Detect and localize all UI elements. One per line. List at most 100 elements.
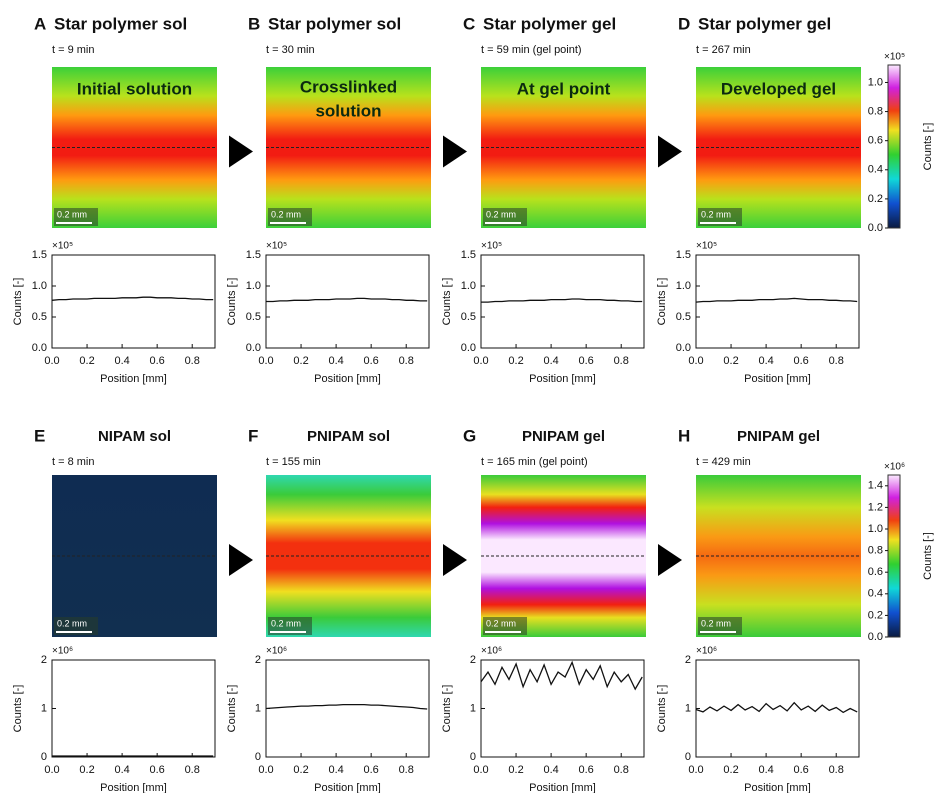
time-label: t = 8 min [52, 456, 95, 468]
y-tick-label: 0 [41, 751, 47, 763]
x-tick-label: 0.6 [150, 764, 165, 776]
y-multiplier: ×10⁶ [481, 646, 502, 657]
x-tick-label: 0.0 [44, 355, 59, 367]
colorbar-multiplier: ×10⁵ [884, 52, 905, 63]
image-label: solution [315, 101, 381, 120]
y-multiplier: ×10⁶ [266, 646, 287, 657]
scale-bar-label: 0.2 mm [57, 618, 87, 628]
colorbar-tick-label: 0.2 [868, 609, 883, 621]
x-axis-label: Position [mm] [100, 782, 167, 793]
panel-title: PNIPAM gel [522, 428, 605, 445]
panel-letter: B [248, 14, 260, 33]
plot-frame [265, 659, 430, 758]
scale-bar-label: 0.2 mm [57, 209, 87, 219]
y-tick-label: 1.0 [32, 280, 47, 292]
x-tick-label: 0.8 [399, 764, 414, 776]
y-axis-label: Counts [-] [656, 278, 668, 326]
arrow [658, 135, 682, 168]
y-tick-label: 1 [41, 702, 47, 714]
x-tick-label: 0.8 [185, 764, 200, 776]
time-label: t = 30 min [266, 44, 315, 56]
colorbar-tick-label: 0.4 [868, 164, 883, 176]
profile-curve [695, 297, 858, 303]
colorbar-tick-label: 0.0 [868, 222, 883, 234]
x-axis-label: Position [mm] [314, 373, 381, 385]
panel-title: PNIPAM sol [307, 428, 390, 445]
y-axis-label: Counts [-] [441, 685, 453, 733]
colorbar-tick-label: 0.8 [868, 545, 883, 557]
colorbar [887, 474, 901, 638]
image-label: At gel point [517, 79, 611, 98]
time-label: t = 155 min [266, 456, 321, 468]
x-tick-label: 0.4 [114, 764, 129, 776]
colorbar-tick-label: 1.0 [868, 76, 883, 88]
x-tick-label: 0.8 [829, 355, 844, 367]
y-tick-label: 2 [41, 654, 47, 666]
profile-curve [51, 296, 214, 301]
scale-bar-bg [483, 617, 527, 635]
x-tick-label: 0.8 [829, 764, 844, 776]
y-tick-label: 2 [470, 654, 476, 666]
colorbar-label: Counts [-] [922, 123, 934, 171]
x-tick-label: 0.6 [579, 764, 594, 776]
image-label: Crosslinked [300, 77, 397, 96]
y-tick-label: 1.5 [32, 249, 47, 261]
y-tick-label: 1.5 [676, 249, 691, 261]
y-tick-label: 1.0 [246, 280, 261, 292]
y-tick-label: 0.5 [32, 311, 47, 323]
y-tick-label: 1.0 [461, 280, 476, 292]
scale-bar-label: 0.2 mm [271, 209, 301, 219]
x-axis-label: Position [mm] [744, 782, 811, 793]
x-tick-label: 0.2 [508, 764, 523, 776]
colorbar-tick-label: 0.0 [868, 631, 883, 643]
scale-bar-bg [483, 208, 527, 226]
y-tick-label: 0.5 [461, 311, 476, 323]
arrow [443, 544, 467, 576]
y-tick-label: 1 [255, 702, 261, 714]
profile-curve [481, 298, 643, 303]
x-axis-label: Position [mm] [100, 373, 167, 385]
x-tick-label: 0.0 [44, 764, 59, 776]
x-tick-label: 0.2 [293, 355, 308, 367]
colorbar-tick-label: 0.8 [868, 105, 883, 117]
x-tick-label: 0.6 [364, 355, 379, 367]
panel-letter: H [678, 426, 690, 445]
x-tick-label: 0.6 [150, 355, 165, 367]
panel-letter: G [463, 426, 476, 445]
y-tick-label: 1.0 [676, 280, 691, 292]
x-tick-label: 0.6 [794, 764, 809, 776]
x-tick-label: 0.6 [364, 764, 379, 776]
x-tick-label: 0.8 [614, 355, 629, 367]
y-axis-label: Counts [-] [12, 278, 24, 326]
plot-frame [51, 254, 216, 349]
x-tick-label: 0.4 [758, 355, 773, 367]
x-tick-label: 0.4 [328, 764, 343, 776]
y-tick-label: 0 [470, 751, 476, 763]
colorbar-tick-label: 0.4 [868, 588, 883, 600]
panel-title: PNIPAM gel [737, 428, 820, 445]
panel-letter: D [678, 14, 690, 33]
scale-bar-label: 0.2 mm [486, 209, 516, 219]
arrow [443, 135, 467, 168]
y-multiplier: ×10⁵ [696, 241, 717, 252]
x-tick-label: 0.6 [579, 355, 594, 367]
y-tick-label: 0.5 [246, 311, 261, 323]
y-axis-label: Counts [-] [441, 278, 453, 326]
scale-bar-label: 0.2 mm [701, 209, 731, 219]
y-tick-label: 0.0 [676, 342, 691, 354]
panel-letter: E [34, 426, 45, 445]
y-multiplier: ×10⁵ [52, 241, 73, 252]
x-tick-label: 0.0 [688, 764, 703, 776]
x-tick-label: 0.2 [508, 355, 523, 367]
plot-frame [265, 254, 430, 349]
profile-curve [266, 297, 428, 303]
panel-letter: F [248, 426, 258, 445]
scale-bar-bg [268, 617, 312, 635]
colorbar [887, 64, 901, 229]
y-tick-label: 0.0 [246, 342, 261, 354]
scale-bar-bg [54, 617, 98, 635]
x-tick-label: 0.8 [399, 355, 414, 367]
panel-title: Star polymer sol [54, 14, 187, 33]
profile-curve [695, 701, 858, 714]
y-tick-label: 0 [685, 751, 691, 763]
